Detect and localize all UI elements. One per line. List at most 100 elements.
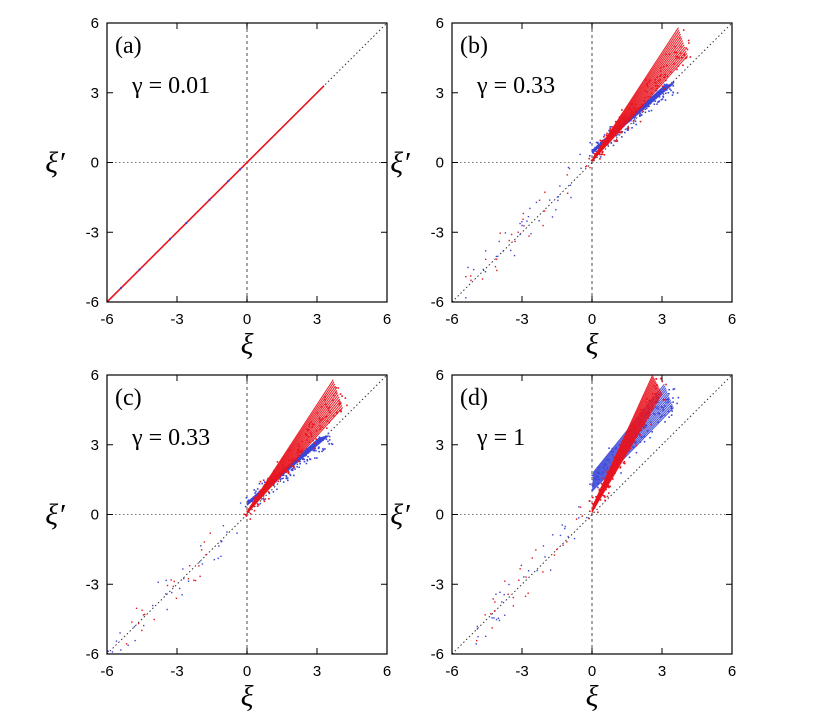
data-point <box>620 136 623 138</box>
data-point <box>256 500 258 502</box>
data-point <box>222 525 225 527</box>
data-point <box>663 399 665 401</box>
data-point <box>243 513 245 516</box>
data-point <box>685 47 688 49</box>
data-point <box>157 581 159 584</box>
data-point <box>684 57 687 60</box>
data-point <box>567 535 569 538</box>
data-point <box>227 180 230 183</box>
data-point <box>603 154 606 156</box>
data-point <box>291 469 294 472</box>
data-point <box>641 411 643 414</box>
data-point <box>510 249 512 252</box>
data-point <box>544 556 546 558</box>
data-point <box>568 167 571 170</box>
data-point <box>561 524 563 526</box>
data-point <box>267 491 270 493</box>
gamma-annotation: γ = 0.01 <box>131 73 210 99</box>
x-tick-label: -6 <box>100 311 113 328</box>
data-point <box>326 405 328 408</box>
data-point <box>632 446 634 448</box>
data-point <box>194 579 197 582</box>
data-point <box>320 438 323 441</box>
data-point <box>557 199 559 202</box>
diagonal-line <box>106 22 388 303</box>
data-point <box>325 438 328 441</box>
data-point <box>618 458 621 461</box>
data-point <box>631 437 633 440</box>
data-point <box>619 131 622 134</box>
data-point <box>652 98 654 101</box>
data-point <box>285 471 288 473</box>
data-point <box>535 549 537 551</box>
data-point <box>682 29 685 31</box>
data-point <box>640 429 643 432</box>
data-point <box>676 402 678 405</box>
data-point <box>263 485 265 488</box>
data-point <box>597 497 600 500</box>
data-point <box>660 406 663 408</box>
data-point <box>670 407 673 410</box>
data-point <box>245 496 248 499</box>
data-point <box>641 414 644 417</box>
data-point <box>643 106 645 109</box>
data-point <box>226 531 228 533</box>
data-point <box>628 120 630 123</box>
data-point <box>609 139 612 142</box>
data-point <box>339 410 341 412</box>
data-point <box>205 554 207 556</box>
data-point <box>639 422 641 425</box>
data-point <box>633 116 636 118</box>
data-point <box>649 79 652 82</box>
data-point <box>665 53 667 56</box>
data-point <box>658 85 661 88</box>
data-point <box>138 268 141 271</box>
data-point <box>328 421 331 424</box>
data-point <box>629 108 631 110</box>
data-point <box>316 412 318 414</box>
y-axis-title: ξ′ <box>45 499 65 532</box>
data-point <box>522 218 524 220</box>
data-point <box>262 479 265 482</box>
data-point <box>652 396 654 398</box>
data-point <box>201 563 204 565</box>
data-point <box>654 85 657 87</box>
data-point <box>318 436 321 438</box>
data-point <box>165 579 167 582</box>
data-point <box>332 394 335 396</box>
data-point <box>640 114 643 116</box>
data-point <box>641 106 643 108</box>
data-point <box>313 442 316 444</box>
data-point <box>640 409 642 411</box>
data-point <box>610 477 613 480</box>
data-point <box>297 450 300 452</box>
data-point <box>606 132 608 135</box>
data-point <box>326 427 328 430</box>
data-point <box>643 427 645 430</box>
data-point <box>639 412 641 415</box>
data-point <box>653 385 656 387</box>
data-point <box>668 392 670 395</box>
data-point <box>313 448 316 451</box>
data-point <box>135 607 138 610</box>
data-point <box>244 513 247 516</box>
data-point <box>621 109 623 111</box>
data-point <box>620 114 623 116</box>
data-point <box>496 269 498 272</box>
data-point <box>592 149 594 152</box>
data-point <box>679 52 682 54</box>
data-point <box>321 450 323 453</box>
data-point <box>143 624 145 627</box>
data-point <box>675 57 677 60</box>
data-point <box>272 491 275 493</box>
data-point <box>630 111 633 114</box>
data-point <box>679 45 682 48</box>
data-point <box>520 564 523 567</box>
data-point <box>141 629 143 632</box>
data-point <box>597 482 599 485</box>
data-point <box>296 449 299 451</box>
data-point <box>336 411 338 414</box>
data-point <box>687 39 690 42</box>
data-point <box>484 271 487 273</box>
data-point <box>526 220 528 222</box>
